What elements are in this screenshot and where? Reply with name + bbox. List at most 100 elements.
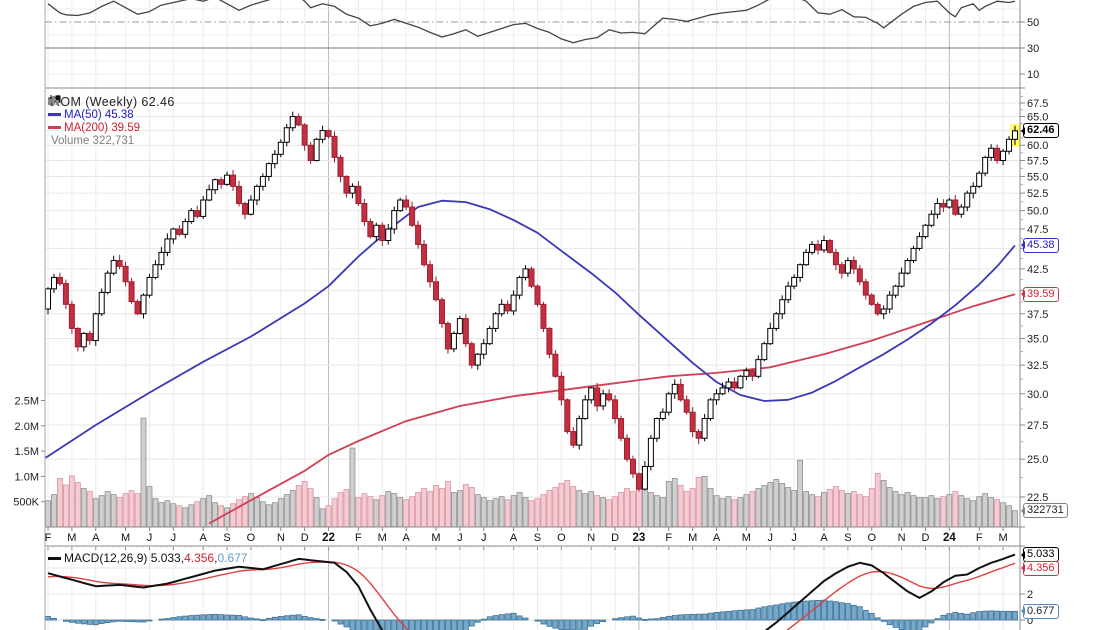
svg-text:J: J [481,532,487,544]
ma200-value-label: 39.59 [1021,286,1059,302]
svg-text:F: F [976,532,983,544]
macd-hist-value: 0.677 [217,551,248,565]
svg-text:2.5M: 2.5M [15,396,39,408]
svg-text:37.5: 37.5 [1027,309,1048,321]
svg-text:65.0: 65.0 [1027,112,1048,124]
svg-text:D: D [611,532,619,544]
macd-line [47,553,1016,630]
svg-text:47.5: 47.5 [1027,224,1048,236]
svg-text:A: A [92,532,100,544]
svg-text:F: F [45,532,52,544]
ma50-legend-row: MA(50) 45.38 [48,108,175,121]
svg-text:50: 50 [1027,17,1039,29]
candlesticks [45,111,1020,492]
svg-text:F: F [665,532,672,544]
svg-text:A: A [713,532,721,544]
svg-text:60.0: 60.0 [1027,140,1048,152]
svg-text:O: O [867,532,876,544]
svg-text:A: A [820,532,828,544]
svg-text:30.0: 30.0 [1027,389,1048,401]
last-price-label: 62.46 [1021,123,1059,139]
ma50-value-label: 45.38 [1021,237,1059,253]
svg-text:J: J [768,532,774,544]
svg-text:2.0M: 2.0M [15,421,39,433]
svg-text:J: J [791,532,797,544]
svg-text:35.0: 35.0 [1027,334,1048,346]
svg-text:M: M [67,532,76,544]
ma200-legend-label: MA(200) 39.59 [64,121,141,134]
ma200-line [208,293,1016,525]
macd-line-swatch-icon [48,556,61,560]
macd-legend-sep2: , [214,551,218,565]
macd-signal-box: 4.356 [1021,560,1059,576]
svg-text:57.5: 57.5 [1027,155,1048,167]
symbol-legend-label: ROM (Weekly) 62.46 [51,94,175,109]
svg-text:A: A [510,532,518,544]
svg-text:M: M [431,532,440,544]
svg-text:24: 24 [943,532,956,544]
svg-text:22.5: 22.5 [1027,492,1048,504]
svg-text:J: J [171,532,177,544]
svg-text:M: M [998,532,1007,544]
ma50-legend-label: MA(50) 45.38 [64,108,134,121]
svg-text:J: J [147,532,153,544]
svg-text:O: O [557,532,566,544]
macd-legend-sep1: , [180,551,185,565]
svg-text:22: 22 [322,532,335,544]
svg-text:M: M [688,532,697,544]
macd-signal-value: 4.356 [184,551,215,565]
moving-averages [45,199,1016,525]
svg-text:D: D [921,532,929,544]
svg-text:1.0M: 1.0M [15,471,39,483]
svg-text:50.0: 50.0 [1027,206,1048,218]
symbol-legend-row: ROM (Weekly) 62.46 [48,94,175,109]
ma200-legend-row: MA(200) 39.59 [48,121,175,134]
svg-text:S: S [534,532,541,544]
svg-text:M: M [121,532,130,544]
svg-text:F: F [355,532,362,544]
svg-text:25.0: 25.0 [1027,454,1048,466]
svg-text:52.5: 52.5 [1027,188,1048,200]
svg-text:2: 2 [1027,589,1033,601]
svg-text:0: 0 [1027,615,1033,627]
svg-text:D: D [301,532,309,544]
svg-text:42.5: 42.5 [1027,264,1048,276]
svg-text:N: N [587,532,595,544]
svg-text:S: S [844,532,851,544]
svg-text:27.5: 27.5 [1027,420,1048,432]
last-volume-label: 322731 [1021,503,1068,519]
ma200-line-swatch-icon [48,126,61,129]
svg-text:N: N [898,532,906,544]
macd-value-box: 5.033 [1021,547,1059,562]
price-legend: ROM (Weekly) 62.46 MA(50) 45.38 MA(200) … [48,95,175,147]
macd-hist-box: 0.677 [1021,603,1059,619]
svg-text:M: M [742,532,751,544]
oscillator-panel [47,0,1016,44]
svg-text:J: J [457,532,463,544]
oscillator-line [47,0,1016,44]
volume-legend-row: Volume 322,731 [48,96,175,147]
svg-text:M: M [378,532,387,544]
svg-text:30: 30 [1027,43,1039,55]
svg-text:32.5: 32.5 [1027,360,1048,372]
ma50-line [45,199,1016,459]
svg-text:55.0: 55.0 [1027,171,1048,183]
svg-text:500K: 500K [13,497,39,509]
svg-text:23: 23 [633,532,646,544]
svg-text:N: N [277,532,285,544]
ma50-line-swatch-icon [48,113,61,116]
svg-text:A: A [200,532,208,544]
svg-text:O: O [247,532,256,544]
svg-text:67.5: 67.5 [1027,98,1048,110]
macd-legend-label: MACD(12,26,9) 5.033 [64,551,181,565]
macd-signal-line [47,561,1016,630]
volume-legend-label: Volume 322,731 [51,134,135,147]
svg-text:S: S [223,532,230,544]
macd-legend: MACD(12,26,9) 5.033, 4.356, 0.677 [48,551,247,565]
axes: 67.565.062.560.057.555.052.550.047.545.0… [13,0,1048,630]
svg-text:A: A [402,532,410,544]
svg-text:10: 10 [1027,69,1039,81]
macd-panel [45,553,1018,630]
